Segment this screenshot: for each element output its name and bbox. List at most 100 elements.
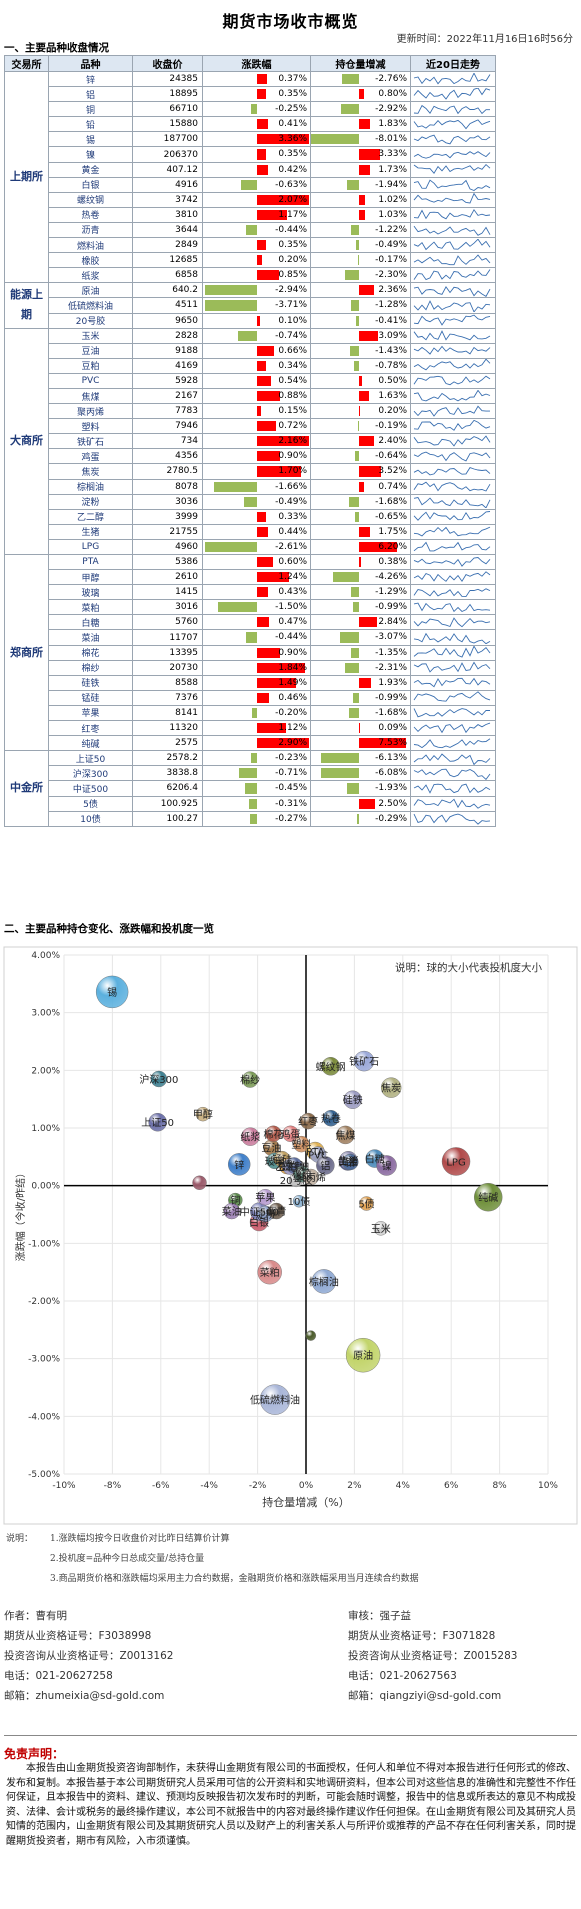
trend-sparkline bbox=[413, 768, 491, 780]
oi-bar bbox=[359, 194, 366, 205]
y-tick-label: 0.00% bbox=[31, 1182, 60, 1192]
trend-sparkline bbox=[413, 602, 491, 612]
oi-bar bbox=[359, 89, 364, 100]
close-price: 187700 bbox=[132, 131, 203, 148]
oi-cell: 2.40% bbox=[310, 433, 411, 450]
oi-cell: -0.29% bbox=[310, 810, 411, 827]
table-row: 铝 18895 0.35% 0.80% bbox=[5, 86, 496, 103]
oi-bar bbox=[359, 617, 377, 628]
oi-bar bbox=[351, 300, 359, 311]
bubble-point bbox=[299, 1112, 317, 1130]
change-bar bbox=[245, 224, 257, 236]
oi-cell: -1.94% bbox=[310, 176, 411, 193]
bubble-label: 淀粉 bbox=[255, 1208, 275, 1221]
bubble-label: 5债 bbox=[358, 1198, 374, 1211]
bubble-label: 原油 bbox=[353, 1349, 373, 1362]
bubble-label: 塑料 bbox=[291, 1138, 311, 1151]
close-price: 3036 bbox=[132, 493, 203, 510]
exchange-cell: 中金所 bbox=[4, 750, 49, 827]
trend-cell bbox=[410, 237, 496, 254]
product-name: 棉花 bbox=[48, 644, 133, 661]
trend-sparkline bbox=[413, 708, 490, 718]
oi-value: 0.20% bbox=[378, 406, 407, 417]
close-price: 7783 bbox=[132, 403, 203, 420]
bubble-point bbox=[345, 1338, 381, 1373]
oi-cell: -0.17% bbox=[310, 252, 411, 269]
close-price: 11707 bbox=[132, 629, 203, 646]
change-bar bbox=[257, 89, 267, 100]
product-name: 铝 bbox=[48, 86, 133, 103]
trend-sparkline bbox=[413, 617, 491, 628]
oi-cell: -0.99% bbox=[310, 689, 411, 706]
trend-cell bbox=[410, 403, 496, 420]
bubble-label: 铜 bbox=[230, 1195, 240, 1207]
product-name: LPG bbox=[48, 538, 133, 556]
bubble-label: 玉米 bbox=[371, 1222, 391, 1235]
trend-cell bbox=[410, 720, 496, 737]
trend-cell bbox=[410, 418, 496, 435]
oi-bar bbox=[359, 526, 370, 537]
oi-value: 3.33% bbox=[378, 149, 407, 160]
table-row: 纸浆 6858 0.85% -2.30% bbox=[5, 267, 496, 284]
change-value: 0.66% bbox=[278, 345, 307, 356]
change-cell: 0.72% bbox=[202, 418, 311, 435]
trend-sparkline bbox=[413, 783, 491, 794]
change-value: 2.07% bbox=[278, 194, 307, 205]
oi-value: -6.13% bbox=[375, 753, 407, 764]
close-price: 100.27 bbox=[132, 810, 203, 827]
table-row: 棉花 13395 0.90% -1.35% bbox=[5, 644, 496, 661]
trend-sparkline bbox=[413, 359, 491, 371]
bubble-point bbox=[228, 1153, 251, 1176]
change-bar bbox=[257, 345, 275, 356]
product-name: 豆油 bbox=[48, 342, 133, 359]
change-value: -3.71% bbox=[275, 300, 307, 311]
change-bar bbox=[257, 677, 296, 688]
x-tick-label: 6% bbox=[444, 1481, 459, 1491]
bubble-label: 10债 bbox=[288, 1195, 311, 1208]
oi-cell: 1.93% bbox=[310, 674, 411, 691]
product-name: 鸡蛋 bbox=[48, 448, 133, 465]
oi-bar bbox=[359, 285, 374, 296]
change-value: 0.35% bbox=[278, 149, 307, 160]
change-value: -0.63% bbox=[275, 179, 307, 190]
trend-cell bbox=[410, 387, 496, 405]
product-name: 沥青 bbox=[48, 221, 133, 239]
bubble-label: 铝 bbox=[320, 1160, 330, 1172]
trend-sparkline bbox=[413, 389, 491, 401]
table-row: 沪深300 3838.8 -0.71% -6.08% bbox=[5, 765, 496, 782]
product-name: 硅铁 bbox=[48, 674, 133, 691]
oi-bar bbox=[352, 602, 359, 613]
trend-cell bbox=[410, 810, 496, 827]
oi-value: -3.07% bbox=[375, 632, 407, 643]
trend-sparkline bbox=[413, 678, 491, 688]
table-row: 淀粉 3036 -0.49% -1.68% bbox=[5, 493, 496, 510]
bubble-point bbox=[241, 1071, 259, 1088]
trend-cell bbox=[410, 267, 496, 284]
close-price: 12685 bbox=[132, 252, 203, 269]
product-name: 中证500 bbox=[48, 780, 133, 797]
col-trend: 近20日走势 bbox=[410, 55, 496, 72]
change-cell: -0.71% bbox=[202, 765, 311, 782]
trend-sparkline bbox=[413, 588, 491, 597]
bubble-label: 菜油 bbox=[222, 1205, 242, 1218]
x-tick-label: 0% bbox=[299, 1481, 314, 1491]
product-name: 棉纱 bbox=[48, 659, 133, 676]
change-bar bbox=[257, 451, 281, 462]
table-row: 白银 4916 -0.63% -1.94% bbox=[5, 176, 496, 193]
reviewer-email: 邮箱：qiangziyi@sd-gold.com bbox=[348, 1690, 502, 1702]
close-price: 2780.5 bbox=[132, 463, 203, 480]
change-cell: -0.31% bbox=[202, 795, 311, 812]
change-value: 0.10% bbox=[278, 315, 307, 326]
oi-value: -2.30% bbox=[375, 270, 407, 281]
oi-cell: -1.43% bbox=[310, 342, 411, 359]
bubble-point bbox=[474, 1182, 503, 1212]
change-cell: 1.12% bbox=[202, 720, 311, 737]
product-name: 低硫燃料油 bbox=[48, 297, 133, 314]
col-exchange: 交易所 bbox=[4, 55, 49, 72]
oi-bar bbox=[339, 632, 359, 643]
oi-cell: -0.64% bbox=[310, 448, 411, 465]
trend-cell bbox=[410, 614, 496, 631]
close-price: 9650 bbox=[132, 312, 203, 329]
market-table: 交易所 品种 收盘价 涨跌幅 持仓量增减 近20日走势 上期所锌 24385 0.3… bbox=[4, 55, 496, 827]
oi-value: -1.68% bbox=[375, 496, 407, 507]
